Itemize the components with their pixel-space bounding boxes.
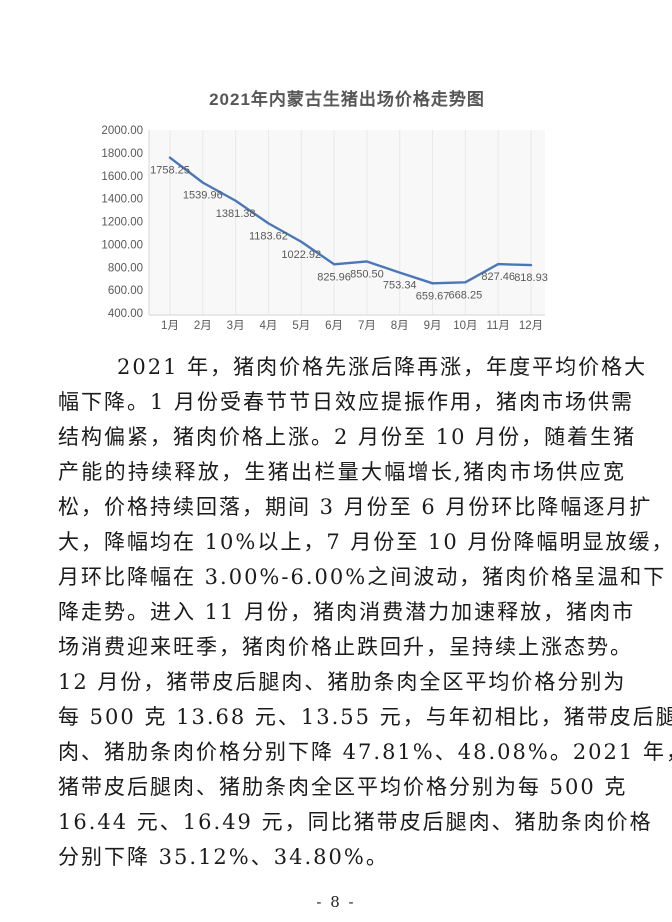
body-text-line: 大，降幅均在 10%以上，7 月份至 10 月份降幅明显放缓， [58, 530, 672, 554]
data-point-label: 1381.38 [216, 208, 256, 220]
data-point-label: 850.50 [350, 268, 384, 280]
y-axis-tick-label: 1000.00 [101, 239, 143, 251]
body-text-line: 16.44 元、16.49 元，同比猪带皮后腿肉、猪肋条肉价格 [58, 810, 653, 834]
x-axis-tick-label: 2月 [194, 320, 212, 332]
y-axis-tick-label: 2000.00 [101, 125, 143, 137]
data-point-label: 659.67 [416, 290, 450, 302]
data-point-label: 753.34 [383, 280, 417, 292]
body-text-line: 猪带皮后腿肉、猪肋条肉全区平均价格分别为每 500 克 [58, 775, 628, 799]
body-text-line: 幅下降。1 月份受春节节日效应提振作用，猪肉市场供需 [58, 390, 635, 414]
x-axis-tick-label: 4月 [260, 320, 278, 332]
body-text-line: 月环比降幅在 3.00%-6.00%之间波动，猪肉价格呈温和下 [58, 565, 667, 589]
data-point-label: 1539.96 [183, 190, 223, 202]
y-axis-tick-label: 1800.00 [101, 148, 143, 160]
page-number: - 8 - [316, 893, 356, 911]
line-chart-canvas: 400.00 600.00 800.00 1000.00 1200.00 1400.00 1… [101, 125, 548, 332]
body-text-line: 场消费迎来旺季，猪肉价格止跌回升，呈持续上涨态势。 [58, 635, 633, 659]
body-text-line: 降走势。进入 11 月份，猪肉消费潜力加速释放，猪肉市 [58, 600, 636, 624]
data-point-label: 825.96 [317, 271, 351, 283]
data-point-label: 827.46 [481, 271, 515, 283]
x-axis-tick-label: 6月 [325, 320, 343, 332]
y-axis-tick-label: 400.00 [108, 308, 143, 320]
y-axis-tick-label: 1200.00 [101, 217, 143, 229]
x-axis-tick-label: 7月 [358, 320, 376, 332]
chart-title: 2021年内蒙古生猪出场价格走势图 [209, 90, 485, 109]
data-point-label: 1022.92 [281, 249, 321, 261]
data-point-label: 668.25 [449, 289, 483, 301]
x-axis-tick-label: 5月 [292, 320, 310, 332]
x-axis-tick-label: 9月 [424, 320, 442, 332]
x-axis-tick-label: 10月 [453, 320, 477, 332]
x-axis-tick-label: 12月 [519, 320, 543, 332]
x-axis-tick-label: 11月 [486, 320, 509, 332]
body-text-line: 产能的持续释放，生猪出栏量大幅增长,猪肉市场供应宽 [58, 460, 626, 484]
plot-area [149, 130, 545, 315]
x-axis-tick-label: 1月 [161, 320, 179, 332]
body-paragraph: 2021 年，猪肉价格先涨后降再涨，年度平均价格大幅下降。1 月份受春节节日效应… [58, 350, 672, 875]
body-text-line: 结构偏紧，猪肉价格上涨。2 月份至 10 月份，随着生猪 [58, 425, 637, 449]
data-point-label: 1758.25 [150, 165, 190, 177]
y-axis-tick-label: 1600.00 [101, 171, 143, 183]
x-axis-tick-label: 3月 [227, 320, 245, 332]
price-series-line [168, 156, 533, 285]
y-axis-tick-label: 1400.00 [101, 194, 143, 206]
x-axis-tick-label: 8月 [391, 320, 409, 332]
body-text-line: 分别下降 35.12%、34.80%。 [58, 845, 389, 869]
body-text-line: 肉、猪肋条肉价格分别下降 47.81%、48.08%。2021 年， [58, 740, 672, 764]
price-trend-line-chart: 400.00 600.00 800.00 1000.00 1200.00 1400.00 1… [80, 121, 580, 333]
data-point-label: 818.93 [514, 272, 548, 284]
body-text-line: 12 月份，猪带皮后腿肉、猪肋条肉全区平均价格分别为 [58, 670, 627, 694]
data-point-label: 1183.62 [249, 230, 288, 242]
body-text-line: 松，价格持续回落，期间 3 月份至 6 月份环比降幅逐月扩 [58, 495, 653, 519]
body-text-line: 每 500 克 13.68 元、13.55 元，与年初相比，猪带皮后腿 [58, 705, 672, 729]
y-axis-tick-label: 800.00 [108, 262, 143, 274]
y-axis-tick-label: 600.00 [108, 285, 143, 297]
body-text-line: 2021 年，猪肉价格先涨后降再涨，年度平均价格大 [117, 355, 648, 379]
